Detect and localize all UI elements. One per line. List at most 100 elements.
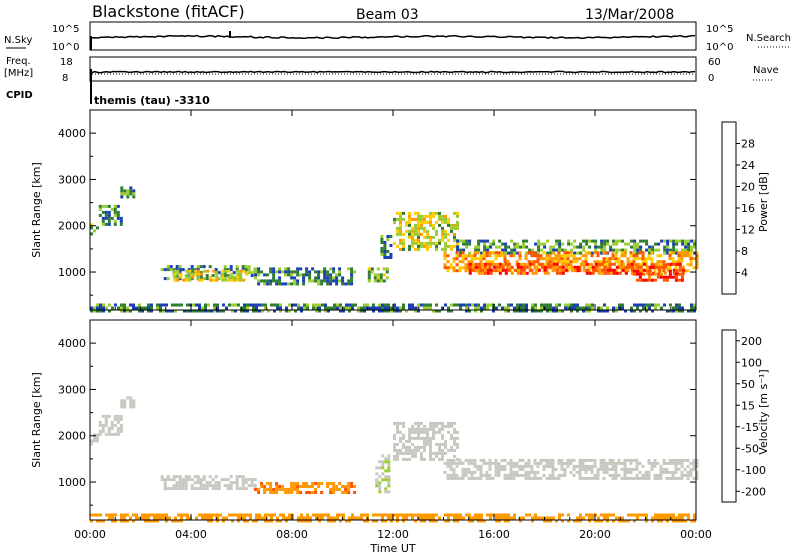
velocity-cell bbox=[396, 454, 399, 458]
velocity-cell bbox=[623, 467, 627, 471]
velocity-cell bbox=[293, 488, 297, 491]
power-cell bbox=[408, 306, 411, 310]
velocity-cell bbox=[494, 470, 498, 474]
velocity-cell bbox=[438, 451, 441, 455]
power-cell bbox=[444, 214, 447, 218]
velocity-cell bbox=[560, 464, 564, 468]
power-cell bbox=[645, 239, 649, 243]
power-cell bbox=[611, 251, 615, 255]
power-cell bbox=[615, 248, 619, 252]
power-cell bbox=[411, 306, 414, 310]
velocity-cell bbox=[402, 513, 405, 517]
power-cell bbox=[597, 306, 600, 310]
power-cell bbox=[687, 239, 691, 243]
velocity-cell bbox=[375, 513, 378, 517]
power-cell bbox=[176, 269, 180, 273]
velocity-cell bbox=[312, 513, 315, 517]
velocity-cell bbox=[489, 513, 492, 517]
velocity-cell bbox=[548, 464, 552, 468]
power-cell bbox=[452, 269, 456, 273]
power-cell bbox=[678, 306, 681, 310]
velocity-cell bbox=[101, 423, 105, 427]
power-cell bbox=[302, 273, 306, 277]
velocity-cell bbox=[375, 472, 379, 476]
velocity-cell bbox=[402, 516, 405, 520]
power-cell bbox=[602, 257, 606, 261]
power-colorbar-label: Power [dB] bbox=[757, 172, 770, 232]
velocity-cell bbox=[420, 451, 423, 455]
power-cell bbox=[591, 251, 595, 255]
power-cell bbox=[689, 251, 693, 255]
velocity-cell bbox=[663, 516, 666, 520]
velocity-cell bbox=[506, 476, 510, 480]
power-cell bbox=[674, 272, 678, 276]
velocity-cell bbox=[378, 475, 382, 479]
power-cell bbox=[326, 270, 330, 274]
velocity-cell bbox=[375, 481, 379, 485]
velocity-cell bbox=[375, 478, 379, 482]
power-cell bbox=[540, 303, 543, 307]
power-cell bbox=[609, 245, 613, 249]
velocity-cell bbox=[423, 436, 426, 440]
velocity-cell bbox=[432, 457, 435, 461]
power-cell bbox=[383, 250, 387, 253]
velocity-cell bbox=[597, 519, 600, 523]
power-cell bbox=[345, 306, 348, 310]
velocity-cell bbox=[350, 485, 354, 488]
velocity-cell bbox=[429, 457, 432, 461]
power-cell bbox=[605, 251, 609, 255]
power-cell bbox=[179, 275, 183, 279]
power-cell bbox=[686, 251, 690, 255]
velocity-cell bbox=[387, 454, 391, 458]
power-cell bbox=[546, 303, 549, 307]
power-cell bbox=[104, 204, 108, 208]
power-cell bbox=[459, 303, 462, 307]
velocity-cell bbox=[231, 513, 234, 517]
velocity-cell bbox=[201, 516, 204, 520]
power-cell bbox=[663, 251, 667, 255]
power-cell bbox=[417, 211, 420, 215]
velocity-cell bbox=[384, 478, 388, 482]
velocity-cell bbox=[163, 481, 167, 485]
power-cell bbox=[525, 303, 528, 307]
power-cell bbox=[528, 265, 532, 269]
power-cell bbox=[188, 269, 192, 273]
velocity-cell bbox=[333, 519, 336, 523]
velocity-cell bbox=[235, 478, 239, 482]
velocity-cell bbox=[687, 516, 690, 520]
velocity-cell bbox=[590, 476, 594, 480]
velocity-cell bbox=[635, 476, 639, 480]
power-cell bbox=[498, 271, 502, 275]
power-cell bbox=[516, 262, 520, 266]
power-data-region bbox=[393, 211, 459, 251]
velocity-cell bbox=[408, 433, 411, 437]
velocity-cell bbox=[321, 513, 324, 517]
velocity-cell bbox=[600, 513, 603, 517]
velocity-cell bbox=[208, 475, 212, 479]
velocity-cell bbox=[210, 516, 213, 520]
power-cell bbox=[483, 262, 487, 266]
power-cell bbox=[644, 260, 648, 264]
velocity-cell bbox=[584, 464, 588, 468]
velocity-cell bbox=[501, 516, 504, 520]
velocity-cell bbox=[539, 458, 543, 462]
velocity-cell bbox=[450, 421, 453, 425]
power-cell bbox=[272, 276, 276, 280]
power-cell bbox=[405, 220, 408, 224]
power-cell bbox=[542, 251, 546, 255]
velocity-cell bbox=[578, 458, 582, 462]
power-colorbar-tick-label: 12 bbox=[741, 224, 755, 237]
power-cell bbox=[693, 306, 696, 310]
velocity-cell bbox=[561, 513, 564, 517]
power-cell bbox=[456, 239, 460, 243]
power-cell bbox=[681, 242, 685, 246]
power-cell bbox=[258, 303, 261, 307]
velocity-cell bbox=[113, 432, 117, 436]
power-cell bbox=[305, 267, 309, 271]
power-cell bbox=[272, 273, 276, 277]
velocity-cell bbox=[527, 458, 531, 462]
velocity-cell bbox=[515, 464, 519, 468]
velocity-cell bbox=[587, 476, 591, 480]
velocity-cell bbox=[287, 488, 291, 491]
